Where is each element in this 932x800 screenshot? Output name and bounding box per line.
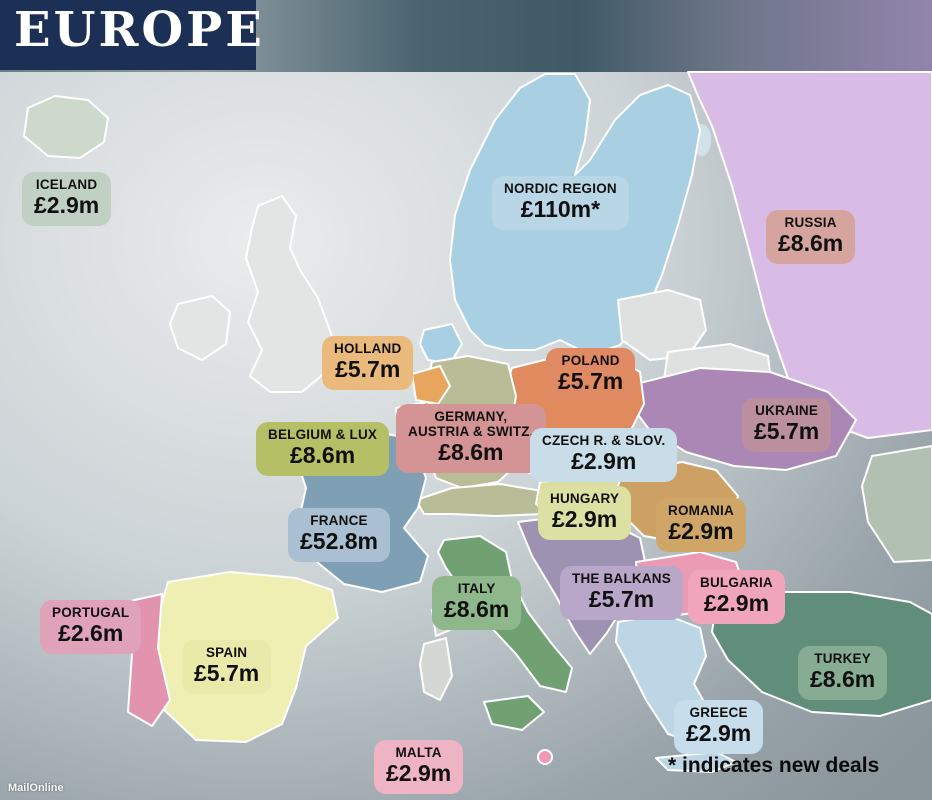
region-value: £2.9m: [686, 720, 752, 747]
region-label-hungary: HUNGARY £2.9m: [538, 486, 632, 540]
region-name: UKRAINE: [755, 403, 819, 418]
region-label-spain: SPAIN £5.7m: [182, 640, 272, 694]
region-value: £8.6m: [444, 596, 510, 623]
region-value: £8.6m: [438, 439, 504, 466]
region-name: CZECH R. & SLOV.: [542, 433, 666, 448]
region-label-portugal: PORTUGAL £2.6m: [40, 600, 142, 654]
region-label-nordic: NORDIC REGION £110m*: [492, 176, 629, 230]
region-value: £5.7m: [335, 356, 401, 383]
region-name: POLAND: [561, 353, 620, 368]
title-banner: [0, 0, 256, 70]
region-value: £8.6m: [289, 442, 356, 469]
region-label-balkans: THE BALKANS £5.7m: [560, 566, 683, 620]
region-name: HUNGARY: [550, 491, 620, 506]
region-value: £2.9m: [703, 590, 770, 617]
region-value: £2.9m: [551, 506, 618, 533]
region-name: MALTA: [395, 745, 442, 760]
island-sicily-shape: [483, 695, 545, 731]
country-malta-dot: [537, 749, 553, 765]
island-sardinia-shape: [419, 637, 453, 701]
region-name: ITALY: [457, 581, 496, 596]
region-name: PORTUGAL: [52, 605, 130, 620]
country-ireland-shape: [169, 295, 231, 361]
region-name: RUSSIA: [784, 215, 837, 230]
region-label-russia: RUSSIA £8.6m: [766, 210, 856, 264]
country-iceland-shape: [23, 95, 109, 159]
region-name: BELGIUM & LUX: [268, 427, 378, 442]
region-name: THE BALKANS: [572, 571, 671, 586]
region-label-czech-slovakia: CZECH R. & SLOV. £2.9m: [530, 428, 678, 482]
region-label-france: FRANCE £52.8m: [288, 508, 391, 562]
region-value: £5.7m: [558, 368, 624, 395]
watermark: MailOnline: [8, 782, 64, 794]
region-name: ROMANIA: [668, 503, 734, 518]
region-name: GREECE: [689, 705, 748, 720]
region-label-poland: POLAND £5.7m: [546, 348, 636, 402]
region-name: BULGARIA: [700, 575, 773, 590]
country-uk-shape: [245, 195, 333, 393]
region-value: £2.6m: [58, 620, 124, 647]
region-value: £2.9m: [386, 760, 452, 787]
region-value: £5.7m: [194, 660, 260, 687]
region-value: £52.8m: [300, 528, 379, 555]
region-label-bulgaria: BULGARIA £2.9m: [688, 570, 785, 624]
region-value: £2.9m: [571, 448, 637, 475]
region-value: £5.7m: [754, 418, 820, 445]
region-value: £110m*: [520, 196, 601, 223]
region-label-romania: ROMANIA £2.9m: [656, 498, 746, 552]
region-label-germany-austria-switz: GERMANY, AUSTRIA & SWITZ. £8.6m: [396, 404, 546, 473]
region-label-malta: MALTA £2.9m: [374, 740, 464, 794]
region-baltics-shape: [617, 289, 707, 361]
region-caucasus-shape: [861, 445, 932, 563]
map-title: EUROPE: [14, 2, 265, 58]
region-name: ICELAND: [35, 177, 98, 192]
region-value: £8.6m: [778, 230, 844, 257]
region-label-greece: GREECE £2.9m: [674, 700, 764, 754]
region-value: £8.6m: [810, 666, 876, 693]
region-label-turkey: TURKEY £8.6m: [798, 646, 888, 700]
region-label-iceland: ICELAND £2.9m: [22, 172, 112, 226]
region-name: TURKEY: [814, 651, 871, 666]
region-name: GERMANY, AUSTRIA & SWITZ.: [408, 409, 534, 440]
footnote: * indicates new deals: [668, 754, 880, 777]
region-name: SPAIN: [205, 645, 248, 660]
region-label-belgium-lux: BELGIUM & LUX £8.6m: [256, 422, 390, 476]
region-label-ukraine: UKRAINE £5.7m: [742, 398, 832, 452]
region-value: £2.9m: [668, 518, 734, 545]
region-value: £2.9m: [34, 192, 100, 219]
region-name: HOLLAND: [334, 341, 402, 356]
region-value: £5.7m: [588, 586, 655, 613]
region-label-italy: ITALY £8.6m: [432, 576, 522, 630]
country-holland-shape: [411, 365, 451, 405]
region-name: FRANCE: [310, 513, 368, 528]
region-label-holland: HOLLAND £5.7m: [322, 336, 414, 390]
region-name: NORDIC REGION: [504, 181, 617, 196]
